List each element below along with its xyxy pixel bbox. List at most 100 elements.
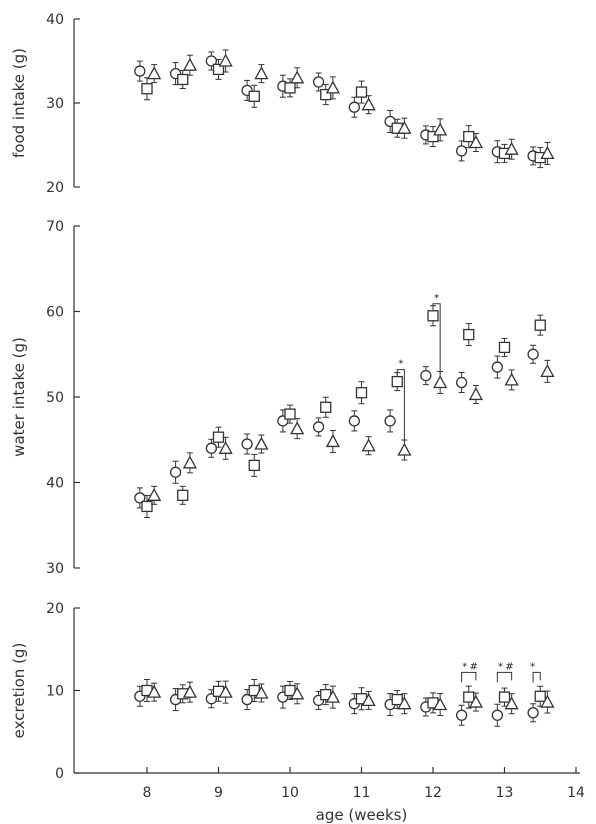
x-tick-label: 8 [143,785,152,801]
water-y-tick-label: 60 [46,305,64,321]
excretion-y-tick-label: 0 [55,766,64,782]
data-point-circle [134,65,146,77]
data-point-triangle [468,387,483,401]
data-point-square [463,130,475,143]
data-point-triangle [182,684,197,698]
data-point-circle [455,376,468,389]
significance-marker: * [434,293,439,304]
significance-bracket [461,671,477,683]
data-point-square [463,328,475,341]
data-point-square [248,90,260,102]
data-point-circle [348,415,361,427]
water-panel: 30 40 50 60 70 water intake (g) * * [10,219,555,577]
data-point-square [355,86,368,98]
water-y-tick-label: 50 [46,390,64,406]
x-axis-label: age (weeks) [316,806,408,824]
data-point-square [284,82,296,94]
water-y-tick-label: 70 [46,219,64,235]
data-point-triangle [504,141,519,155]
data-point-triangle [397,442,412,456]
data-point-triangle [254,685,269,699]
food-y-tick-label: 30 [46,96,64,112]
data-point-circle [348,101,361,113]
data-point-triangle [325,689,340,703]
significance-marker: # [505,661,513,672]
data-point-triangle [433,697,448,711]
data-point-triangle [540,694,555,708]
significance-bracket [396,369,405,443]
significance-bracket [432,303,441,375]
data-point-circle [205,55,218,67]
data-point-square [427,130,439,143]
water-y-tick-label: 30 [46,561,64,577]
data-point-triangle [433,122,448,136]
data-point-triangle [290,421,305,435]
excretion-y-tick-label: 10 [46,684,64,700]
data-point-triangle [290,70,305,84]
data-point-triangle [397,120,412,134]
food-panel: 20 30 40 food intake (g) [10,12,555,196]
data-point-square [463,691,475,703]
data-point-circle [312,76,325,88]
data-point-triangle [468,694,483,708]
data-point-square [534,690,546,702]
data-point-circle [241,438,253,450]
significance-marker: * [498,661,503,672]
data-point-circle [420,369,432,382]
significance-bracket [496,671,513,683]
data-point-triangle [325,434,340,448]
data-point-triangle [182,455,197,469]
excretion-panel: 0 10 20 excretion (g) 8 9 10 11 12 13 14 age (weeks… [10,601,585,824]
significance-marker: * [530,661,535,672]
x-tick-label: 12 [424,785,442,801]
data-point-square [355,387,368,399]
data-point-square [320,88,332,101]
data-point-triangle [504,372,519,386]
data-point-triangle [504,696,519,710]
data-point-circle [455,709,468,721]
data-point-circle [312,421,325,433]
data-point-circle [491,361,504,373]
data-point-circle [384,415,396,427]
data-point-triangle [147,684,162,698]
data-point-square [141,500,153,513]
data-point-triangle [433,375,448,389]
data-point-triangle [468,135,483,149]
data-point-square [212,431,225,443]
data-point-square [498,341,511,354]
data-point-square [284,408,296,420]
data-point-square [141,83,153,95]
data-point-circle [241,693,253,706]
data-point-square [391,693,403,706]
food-y-axis-label: food intake (g) [10,48,28,158]
data-point-square [320,401,332,413]
data-point-triangle [290,686,305,700]
x-tick-label: 11 [353,785,371,801]
significance-bracket [532,671,541,683]
data-point-square [427,310,439,322]
data-point-square [248,459,260,472]
data-point-circle [134,492,146,504]
data-point-triangle [218,684,233,698]
significance-marker: * [398,359,403,370]
data-point-triangle [147,66,162,80]
excretion-y-tick-label: 20 [46,601,64,617]
data-point-triangle [540,363,555,378]
food-y-tick-label: 20 [46,180,64,196]
data-point-triangle [361,97,376,111]
data-point-circle [527,707,539,719]
x-tick-label: 14 [567,785,585,801]
data-point-triangle [182,57,197,71]
x-tick-label: 10 [281,785,299,801]
x-tick-label: 13 [496,785,514,801]
water-y-axis-label: water intake (g) [10,337,28,457]
data-point-square [177,73,189,86]
data-point-triangle [218,53,233,67]
data-point-triangle [397,696,412,710]
data-point-square [498,691,511,703]
data-point-triangle [218,440,233,454]
data-point-triangle [540,146,555,160]
data-point-square [391,375,403,388]
data-point-triangle [361,693,376,707]
